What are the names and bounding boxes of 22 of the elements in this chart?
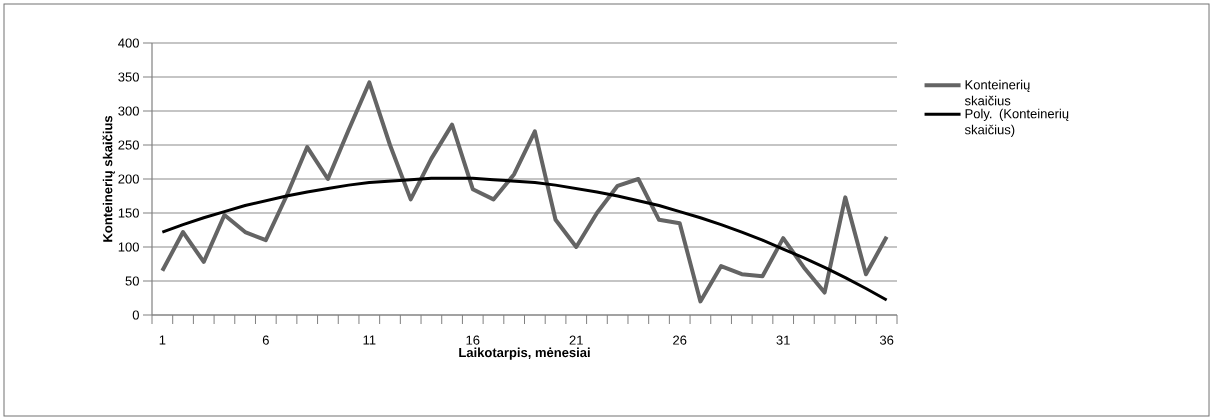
y-axis-title: Konteinerių skaičius bbox=[102, 115, 115, 242]
y-tick-label: 0 bbox=[132, 310, 139, 320]
x-tick-label: 31 bbox=[776, 335, 790, 345]
y-tick-label: 100 bbox=[118, 242, 139, 252]
x-tick-label: 21 bbox=[569, 335, 583, 345]
legend-label: Konteinerių skaičius bbox=[964, 79, 1030, 106]
y-tick-label: 400 bbox=[118, 38, 139, 48]
y-tick-label: 150 bbox=[118, 208, 139, 218]
x-tick-label: 36 bbox=[879, 335, 894, 345]
y-tick-label: 200 bbox=[118, 174, 139, 184]
x-tick-label: 16 bbox=[466, 335, 480, 345]
line-series bbox=[160, 80, 889, 304]
y-tick-label: 50 bbox=[125, 276, 139, 286]
y-tick-label: 350 bbox=[118, 72, 139, 82]
legend-label: Poly. (Konteinerių skaičius) bbox=[964, 108, 1069, 137]
x-tick-label: 11 bbox=[363, 335, 376, 345]
x-tick-label: 6 bbox=[262, 335, 269, 345]
y-tick-label: 300 bbox=[118, 106, 139, 116]
x-tick-label: 1 bbox=[159, 335, 166, 345]
y-tick-label: 250 bbox=[118, 140, 139, 150]
x-tick-label: 26 bbox=[673, 335, 687, 345]
x-axis-title: Laikotarpis, mėnesiai bbox=[459, 347, 590, 360]
